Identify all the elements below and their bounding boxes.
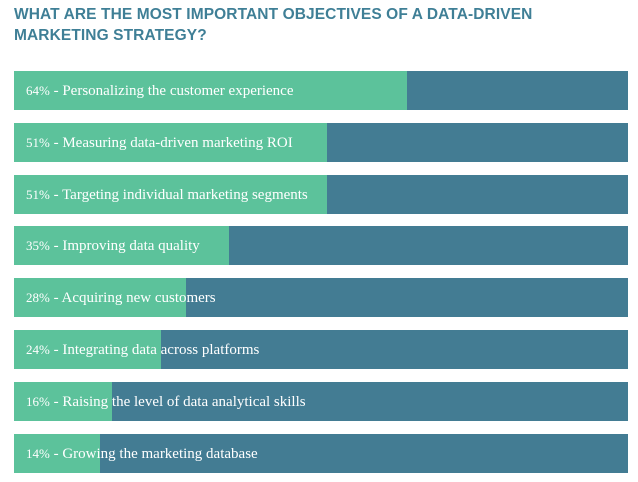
bar [14,226,229,265]
chart-title: WHAT ARE THE MOST IMPORTANT OBJECTIVES O… [14,6,533,44]
bar-label: 24% - Integrating data across platforms [26,330,259,369]
bar [14,434,100,473]
bar-category-label: - Improving data quality [49,238,200,254]
bar [14,278,186,317]
bar-label: 51% - Targeting individual marketing seg… [26,175,308,214]
bar-category-label: - Targeting individual marketing segment… [49,187,308,203]
bar-track: 64% - Personalizing the customer experie… [14,71,628,110]
bar-chart: 64% - Personalizing the customer experie… [14,71,628,473]
bar-track: 28% - Acquiring new customers [14,278,628,317]
bar-track: 51% - Measuring data-driven marketing RO… [14,123,628,162]
bar-value-label: 28% [26,290,50,305]
bar-track: 35% - Improving data quality [14,226,628,265]
bar-value-label: 14% [26,446,50,461]
bar [14,382,112,421]
bar [14,175,327,214]
bar-track: 14% - Growing the marketing database [14,434,628,473]
bar-value-label: 35% [26,238,50,253]
bar-category-label: - Personalizing the customer experience [49,83,294,99]
bar-track: 16% - Raising the level of data analytic… [14,382,628,421]
bar-label: 14% - Growing the marketing database [26,434,258,473]
bar-label: 16% - Raising the level of data analytic… [26,382,306,421]
bar-label: 35% - Improving data quality [26,226,200,265]
bar-value-label: 24% [26,342,50,357]
bar [14,71,407,110]
bar-category-label: - Acquiring new customers [49,290,216,306]
bar-value-label: 64% [26,83,50,98]
bar-category-label: - Integrating data across platforms [49,342,260,358]
bar-category-label: - Measuring data-driven marketing ROI [49,135,293,151]
bar-track: 51% - Targeting individual marketing seg… [14,175,628,214]
bar-category-label: - Growing the marketing database [49,446,258,462]
bar-label: 51% - Measuring data-driven marketing RO… [26,123,293,162]
bar-label: 28% - Acquiring new customers [26,278,216,317]
bar [14,123,327,162]
bar-category-label: - Raising the level of data analytical s… [49,394,306,410]
bar-value-label: 51% [26,135,50,150]
bar-track: 24% - Integrating data across platforms [14,330,628,369]
bar-label: 64% - Personalizing the customer experie… [26,71,294,110]
bar [14,330,161,369]
bar-value-label: 51% [26,187,50,202]
bar-value-label: 16% [26,394,50,409]
